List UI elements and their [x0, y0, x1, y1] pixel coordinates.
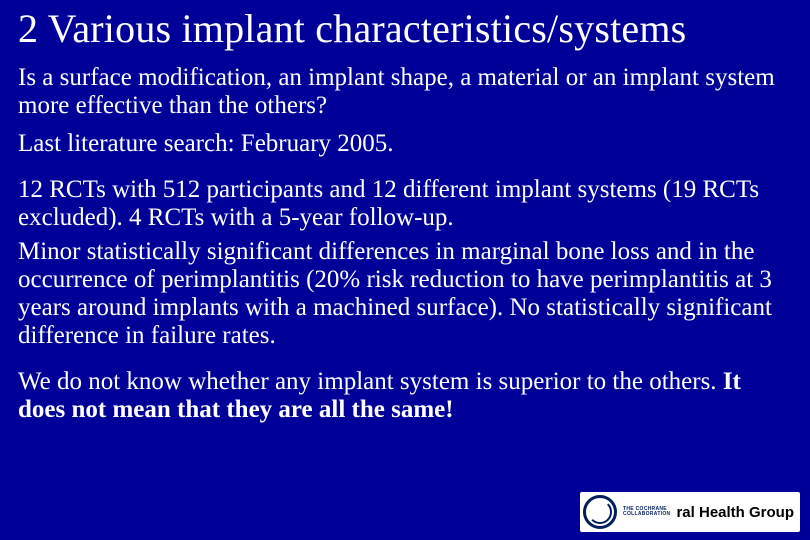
slide-container: 2 Various implant characteristics/system…: [0, 0, 810, 540]
conclusion-prefix: We do not know whether any implant syste…: [18, 368, 723, 395]
footer-logo-block: THE COCHRANE COLLABORATION ral Health Gr…: [580, 492, 800, 532]
paragraph-findings: Minor statistically significant differen…: [18, 238, 792, 350]
paragraph-conclusion: We do not know whether any implant syste…: [18, 368, 792, 424]
logo-text-wrap: THE COCHRANE COLLABORATION: [623, 507, 670, 517]
footer-group-text: ral Health Group: [676, 504, 794, 521]
paragraph-search-date: Last literature search: February 2005.: [18, 130, 792, 158]
paragraph-question: Is a surface modification, an implant sh…: [18, 64, 792, 120]
cochrane-logo-icon: [583, 495, 617, 529]
slide-title: 2 Various implant characteristics/system…: [18, 8, 792, 50]
paragraph-rct-summary: 12 RCTs with 512 participants and 12 dif…: [18, 176, 792, 232]
logo-small-line2: COLLABORATION: [623, 512, 670, 517]
